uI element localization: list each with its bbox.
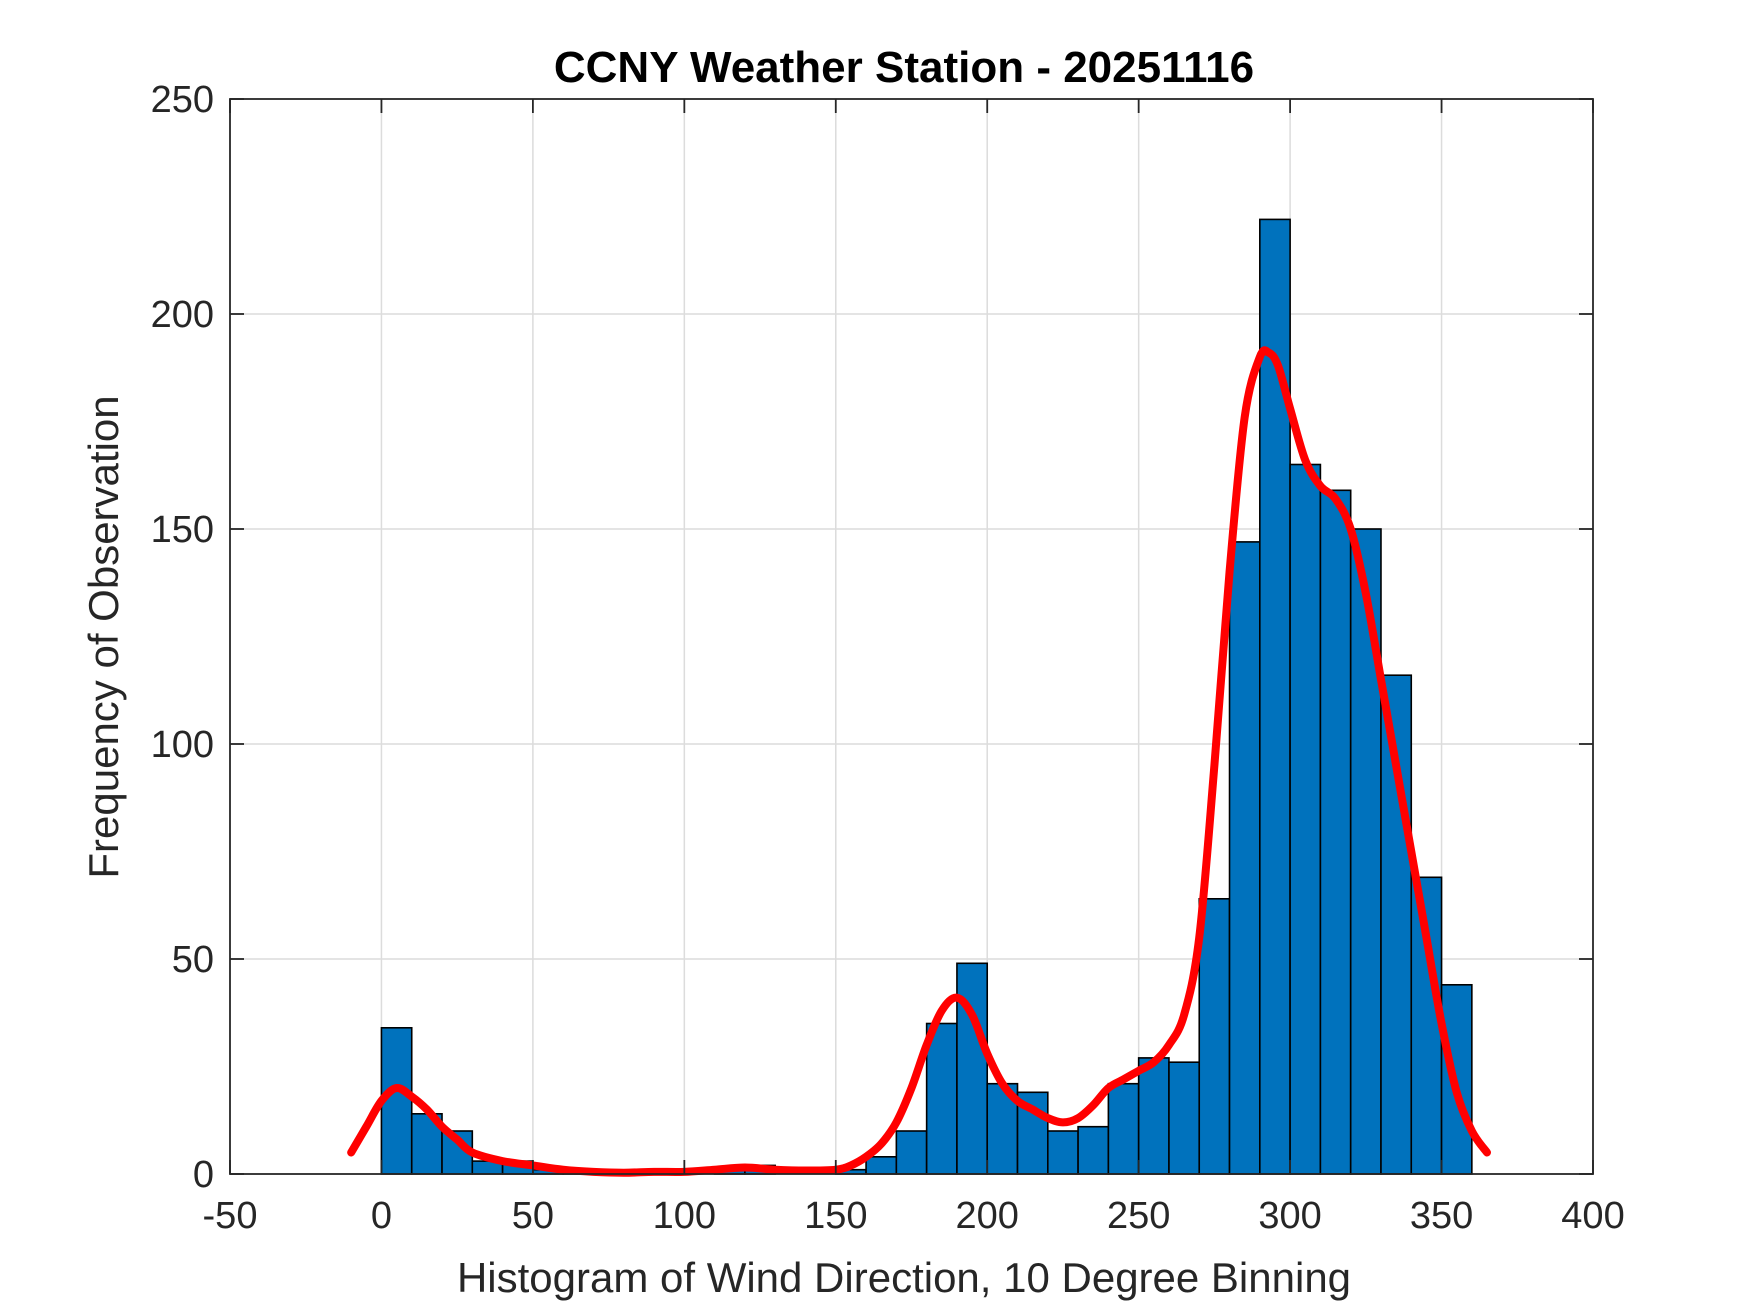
- x-tick-label: 350: [1410, 1195, 1473, 1237]
- x-axis-label: Histogram of Wind Direction, 10 Degree B…: [457, 1254, 1351, 1301]
- histogram-bar: [956, 962, 989, 1175]
- y-axis-label: Frequency of Observation: [80, 395, 127, 878]
- histogram-bar: [1228, 541, 1261, 1175]
- chart-title: CCNY Weather Station - 20251116: [554, 43, 1254, 92]
- histogram-bar: [1198, 897, 1231, 1175]
- histogram-bars: [380, 218, 1473, 1175]
- x-tick-label: -50: [203, 1195, 258, 1237]
- histogram-bar: [895, 1130, 928, 1175]
- histogram-bar: [1168, 1061, 1201, 1175]
- y-tick-label: 100: [151, 724, 214, 766]
- histogram-bar: [1349, 528, 1382, 1175]
- histogram-bar: [1107, 1082, 1140, 1175]
- x-tick-label: 50: [512, 1195, 554, 1237]
- x-tick-label: 150: [804, 1195, 867, 1237]
- y-tick-label: 250: [151, 79, 214, 121]
- y-tick-label: 0: [193, 1154, 214, 1196]
- x-tick-label: 400: [1561, 1195, 1624, 1237]
- x-tick-label: 250: [1107, 1195, 1170, 1237]
- y-tick-label: 200: [151, 294, 214, 336]
- fit-curve-layer: [347, 346, 1491, 1177]
- axes-box: [229, 98, 1594, 1175]
- histogram-bar: [925, 1022, 958, 1175]
- y-tick-label: 50: [172, 939, 214, 981]
- x-tick-label: 0: [371, 1195, 392, 1237]
- histogram-bar: [1289, 463, 1322, 1175]
- histogram-bar: [1319, 489, 1352, 1175]
- histogram-bar: [1077, 1125, 1110, 1175]
- x-tick-label: 300: [1258, 1195, 1321, 1237]
- x-tick-label: 100: [653, 1195, 716, 1237]
- histogram-bar: [1047, 1130, 1079, 1175]
- y-tick-label: 150: [151, 509, 214, 551]
- histogram-bar: [1137, 1057, 1170, 1175]
- axes: [229, 98, 1594, 1175]
- x-tick-label: 200: [956, 1195, 1019, 1237]
- tick-labels: -50 0 50 100 150 200 250 300 350 4000501001502002…: [151, 79, 1625, 1237]
- fit-curve-line: [347, 346, 1491, 1177]
- histogram-bar: [865, 1156, 898, 1175]
